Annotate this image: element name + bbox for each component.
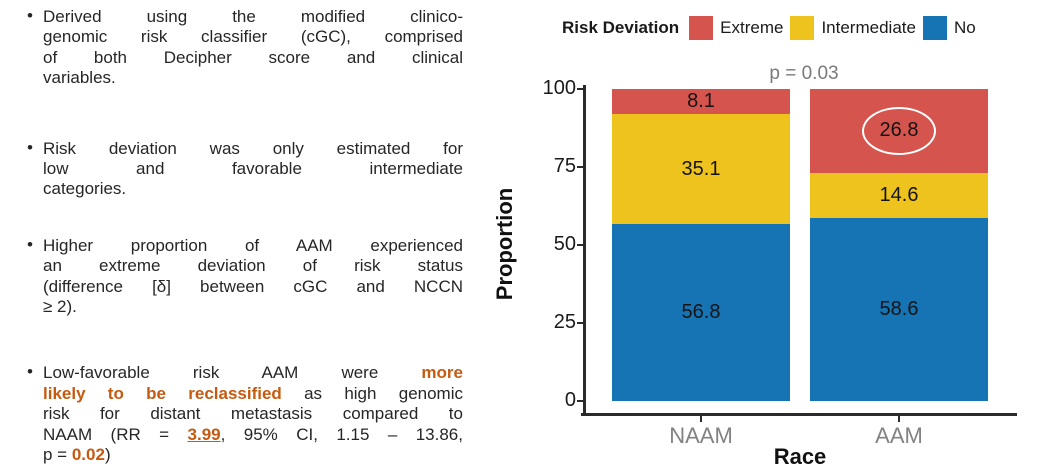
y-tick-mark [577,88,584,90]
y-tick-label: 0 [564,389,576,411]
chart-legend: Risk Deviation Extreme Intermediate No [562,15,976,41]
bullet-line: an extreme deviation of risk status [43,256,463,276]
bullet-text: ≥ 2). [43,297,77,317]
legend-label: No [953,18,976,37]
x-tick-mark [700,415,702,422]
p-value-label: p = 0.03 [769,63,839,84]
bar-value-label: 35.1 [681,157,721,180]
bullet-text: 3.99 [187,424,221,444]
y-tick-mark [577,322,584,324]
legend-label: Extreme [720,18,784,37]
y-tick-mark [577,244,584,246]
bullet-line: Risk deviation was only estimated for [43,139,463,159]
bar-value-label: 58.6 [879,298,919,321]
bullet-item: Derived using the modified clinico-genom… [27,6,463,89]
y-tick-label: 100 [542,77,576,99]
legend-item-intermediate: Intermediate [790,16,916,40]
legend-swatch-intermediate [790,16,815,40]
bullet-line: of both Decipher score and clinical [43,48,463,68]
bullet-line: Higher proportion of AAM experienced [43,236,463,256]
legend-swatch-extreme [689,16,714,40]
bullet-text: p = [43,445,72,465]
x-axis-line [581,413,1017,416]
bullet-line: low and favorable intermediate [43,159,463,179]
bullet-line: categories. [43,179,463,199]
bullet-text: of both Decipher score and clinical [43,47,463,67]
legend-item-extreme: Extreme [689,16,783,40]
bullet-text: , 95% CI, 1.15 – 13.86, [220,424,463,444]
legend-label: Intermediate [821,18,916,37]
x-tick-label-naam: NAAM [669,423,733,448]
bullet-line: variables. [43,68,463,88]
bullet-text: more [421,363,463,383]
bar-segment-naam-extreme: 8.1 [612,89,790,115]
x-tick-mark [898,415,900,422]
circle-annotation [862,106,936,155]
y-tick-mark [577,166,584,168]
bullet-text: Derived using the modified clinico- [43,7,463,26]
y-tick-label: 50 [553,233,576,255]
bullet-text: NAAM (RR = [43,424,188,444]
bullet-text: risk for distant metastasis compared to [43,404,463,424]
bar-value-label: 56.8 [681,300,721,323]
bullet-line: risk for distant metastasis compared to [43,404,463,424]
bullet-text: likely to be reclassified [43,383,282,403]
x-axis-title: Race [773,444,827,469]
bullet-text: (difference [δ] between cGC and NCCN [43,276,463,296]
legend-item-no: No [922,16,976,40]
y-axis-title-text: Proportion [492,187,517,301]
x-tick-label-aam: AAM [875,423,923,448]
bullet-text: as high genomic [281,383,463,403]
y-tick-label: 25 [553,311,576,333]
y-tick-label: 75 [553,155,576,177]
bullet-line: genomic risk classifier (cGC), comprised [43,27,463,47]
bar-segment-naam-intermediate: 35.1 [612,114,790,224]
bullet-line: likely to be reclassified as high genomi… [43,384,463,404]
bullet-text: Risk deviation was only estimated for [43,138,463,158]
bullet-list: Derived using the modified clinico-genom… [27,0,463,466]
legend-swatch-no [922,16,947,40]
bullet-text: variables. [43,68,116,88]
legend-title: Risk Deviation [562,18,680,37]
bullet-text: ) [104,445,111,465]
bullet-text: Low-favorable risk AAM were [43,363,422,383]
bar-segment-naam-no: 56.8 [612,223,790,401]
bar-segment-aam-extreme: 26.8 [810,89,988,173]
bullet-text: Higher proportion of AAM experienced [43,235,463,255]
bullet-text: low and favorable intermediate [43,159,463,179]
bar-value-label: 26.8 [879,119,919,142]
bullet-line: Low-favorable risk AAM were more [43,363,463,383]
y-tick-mark [577,400,584,402]
y-axis-line [583,85,586,415]
bullet-text: an extreme deviation of risk status [43,256,463,276]
bar-value-label: 8.1 [687,90,715,113]
bar-value-label: 14.6 [879,183,919,206]
bullet-text: categories. [43,179,127,199]
bullet-line: p = 0.02) [43,445,463,465]
legend-items: Extreme Intermediate No [689,16,976,40]
bullet-text: 0.02 [71,445,105,465]
bullet-line: ≥ 2). [43,297,463,317]
bar-segment-aam-intermediate: 14.6 [810,172,988,219]
bullet-item: Risk deviation was only estimated forlow… [27,138,463,200]
bullet-line: Derived using the modified clinico- [43,7,463,27]
bullet-line: (difference [δ] between cGC and NCCN [43,277,463,297]
bullet-text: genomic risk classifier (cGC), comprised [43,27,463,47]
bullet-line: NAAM (RR = 3.99, 95% CI, 1.15 – 13.86, [43,425,463,445]
bar-segment-aam-no: 58.6 [810,218,988,401]
